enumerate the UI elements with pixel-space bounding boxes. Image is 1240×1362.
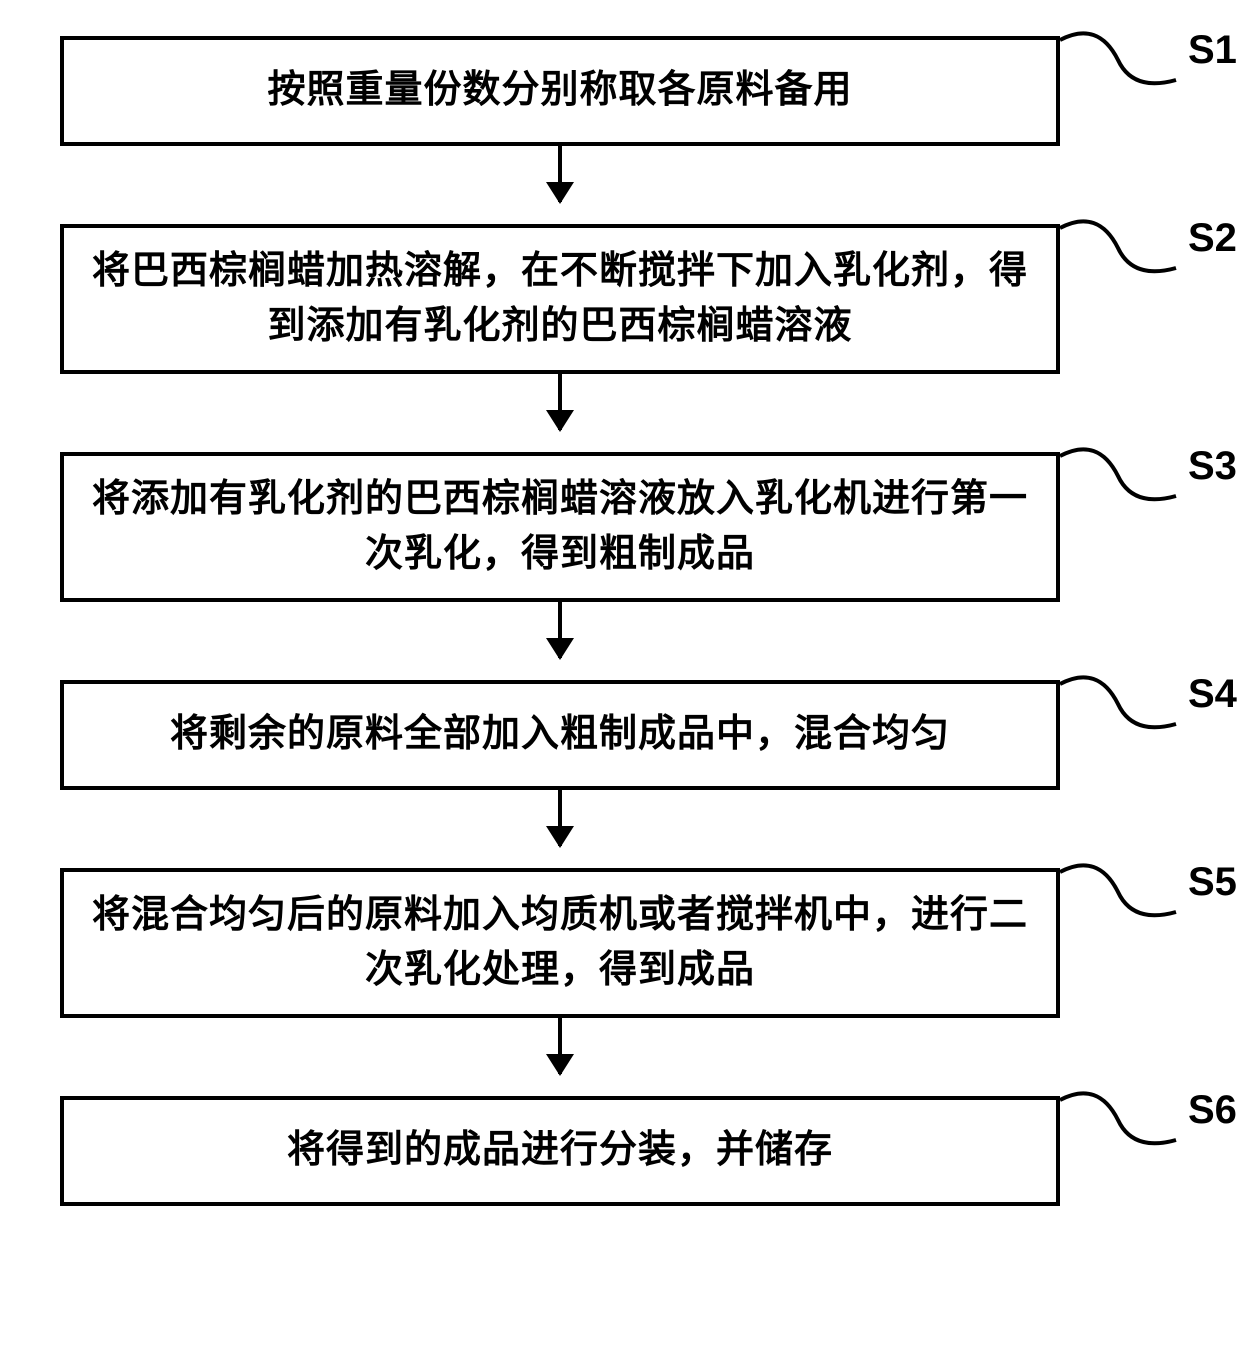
step-text-s1: 按照重量份数分别称取各原料备用 (267, 63, 852, 118)
arrow-5-6 (558, 1018, 562, 1074)
step-text-s6: 将得到的成品进行分装，并储存 (287, 1123, 833, 1178)
step-text-s3: 将添加有乳化剂的巴西棕榈蜡溶液放入乳化机进行第一次乳化，得到粗制成品 (84, 472, 1036, 582)
step-label-s5: S5 (1188, 860, 1237, 905)
step-label-s1: S1 (1188, 28, 1237, 73)
arrow-4-5 (558, 790, 562, 846)
connector-s5 (1058, 860, 1188, 924)
arrow-2-3 (558, 374, 562, 430)
connector-s3 (1058, 444, 1188, 508)
step-box-s6: 将得到的成品进行分装，并储存 (60, 1096, 1060, 1206)
arrow-3-4 (558, 602, 562, 658)
step-text-s5: 将混合均匀后的原料加入均质机或者搅拌机中，进行二次乳化处理，得到成品 (84, 888, 1036, 998)
step-box-s3: 将添加有乳化剂的巴西棕榈蜡溶液放入乳化机进行第一次乳化，得到粗制成品 (60, 452, 1060, 602)
step-text-s2: 将巴西棕榈蜡加热溶解，在不断搅拌下加入乳化剂，得到添加有乳化剂的巴西棕榈蜡溶液 (84, 244, 1036, 354)
connector-s4 (1058, 672, 1188, 736)
step-text-s4: 将剩余的原料全部加入粗制成品中，混合均匀 (170, 707, 950, 762)
step-box-s1: 按照重量份数分别称取各原料备用 (60, 36, 1060, 146)
step-label-s6: S6 (1188, 1088, 1237, 1133)
step-box-s2: 将巴西棕榈蜡加热溶解，在不断搅拌下加入乳化剂，得到添加有乳化剂的巴西棕榈蜡溶液 (60, 224, 1060, 374)
step-box-s4: 将剩余的原料全部加入粗制成品中，混合均匀 (60, 680, 1060, 790)
arrow-1-2 (558, 146, 562, 202)
step-label-s4: S4 (1188, 672, 1237, 717)
step-box-s5: 将混合均匀后的原料加入均质机或者搅拌机中，进行二次乳化处理，得到成品 (60, 868, 1060, 1018)
step-label-s2: S2 (1188, 216, 1237, 261)
connector-s2 (1058, 216, 1188, 280)
connector-s6 (1058, 1088, 1188, 1152)
step-label-s3: S3 (1188, 444, 1237, 489)
connector-s1 (1058, 28, 1188, 92)
flowchart-canvas: 按照重量份数分别称取各原料备用 S1 将巴西棕榈蜡加热溶解，在不断搅拌下加入乳化… (0, 0, 1240, 1362)
